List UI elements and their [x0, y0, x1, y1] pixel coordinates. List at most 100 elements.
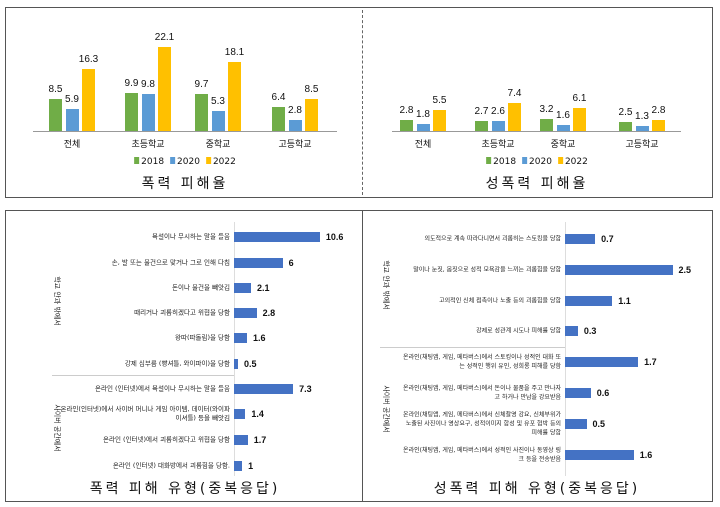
bar-2018: [540, 118, 553, 131]
bar: [565, 326, 578, 336]
bar: [234, 333, 247, 343]
data-label: 1.6: [556, 109, 570, 121]
bar-2022: [573, 107, 586, 131]
data-label: 9.8: [141, 78, 155, 90]
bar: [234, 283, 251, 293]
bar: [234, 409, 246, 419]
data-label: 6: [288, 258, 294, 268]
bar-2020: [491, 121, 505, 131]
bar-2022: [158, 47, 171, 131]
data-label: 2.8: [399, 105, 414, 117]
bar: [565, 265, 673, 275]
chart-title: 폭력 피해율: [141, 176, 229, 192]
data-label: 1.6: [252, 333, 266, 343]
group-divider: [380, 347, 565, 348]
legend-swatch: [134, 157, 140, 164]
x-axis: [33, 131, 337, 132]
legend-item: 2022: [205, 157, 236, 167]
bar-2020: [211, 110, 225, 131]
legend-item: 2018: [486, 157, 516, 167]
legend: 2018 2020 2022: [486, 157, 588, 167]
category-label: 온라인 (인터넷)에서 괴롭히겠다고 위협을 당함: [103, 435, 230, 444]
chart-title: 폭력 피해 유형(중복응답): [89, 481, 281, 497]
data-label: 2.5: [678, 265, 692, 275]
value-axis: [565, 222, 566, 476]
bottom-panel: [5, 210, 713, 502]
category-label: 온라인(채팅앱, 게임, 메타버스)에서 돈이나 물품을 주고 만나자고 하거나…: [403, 385, 561, 401]
bar-2022: [228, 62, 241, 131]
group-label: 사이버 공간에서: [382, 384, 390, 433]
bar-2020: [556, 124, 570, 131]
bar: [234, 384, 294, 394]
bar-2020: [65, 108, 79, 131]
bar-2018: [49, 98, 62, 131]
bar-2022: [652, 120, 665, 131]
chart-title: 성폭력 피해 유형(중복응답): [433, 481, 641, 497]
data-label: 0.3: [583, 326, 597, 336]
category-label: 고등학교: [625, 140, 659, 150]
data-label: 16.3: [78, 54, 99, 66]
bar-2018: [125, 93, 138, 131]
bar: [234, 435, 248, 445]
bar: [234, 359, 239, 369]
legend-label: 2022: [212, 157, 236, 167]
bar-2020: [635, 126, 649, 131]
data-label: 1: [248, 461, 254, 471]
bottom-divider: [362, 210, 363, 502]
bar: [234, 308, 257, 318]
data-label: 5.3: [211, 95, 225, 107]
data-label: 8.5: [304, 83, 319, 95]
legend-item: 2018: [134, 157, 164, 167]
legend-swatch: [557, 157, 563, 164]
data-label: 2.1: [257, 283, 270, 293]
data-label: 2.8: [262, 308, 276, 318]
category-label: 욕설이나 무시하는 말을 들음: [152, 232, 230, 241]
data-label: 22.1: [154, 32, 175, 44]
category-label: 온라인(채팅앱, 게임, 메타버스)에서 신체촬영 강요, 신체부위가 노출된 …: [403, 411, 561, 437]
data-label: 18.1: [224, 47, 245, 59]
data-label: 0.7: [601, 234, 614, 244]
legend-item: 2020: [170, 157, 200, 167]
data-label: 9.9: [124, 78, 139, 90]
group-divider: [52, 375, 234, 376]
category-label: 돈이나 물건을 빼앗김: [172, 283, 230, 292]
bar: [234, 461, 243, 471]
data-label: 2.5: [618, 106, 633, 118]
category-label: 초등학교: [481, 140, 515, 150]
chart-title: 성폭력 피해율: [485, 176, 589, 192]
data-label: 0.5: [244, 359, 257, 369]
category-label: 온라인 (인터넷)에서 욕설이나 무시하는 말을 들음: [94, 384, 230, 393]
legend-label: 2020: [529, 157, 552, 167]
category-label: 때리거나 괴롭히겠다고 위협을 당함: [134, 308, 230, 317]
data-label: 1.6: [639, 450, 653, 460]
category-label: 중학교: [205, 140, 231, 150]
category-label: 왕따(따돌림)을 당함: [175, 333, 230, 342]
category-label: 고의적인 신체 접촉이나 노출 등의 괴롭힘을 당함: [439, 297, 561, 305]
data-label: 1.3: [635, 111, 649, 123]
legend-label: 2022: [564, 157, 588, 167]
data-label: 2.8: [288, 105, 302, 117]
data-label: 7.3: [299, 384, 312, 394]
data-label: 1.8: [416, 109, 430, 121]
category-label: 말이나 눈짓, 몸짓으로 성적 모욕감을 느끼는 괴롭힘을 당함: [413, 266, 561, 274]
category-label: 온라인(인터넷)에서 사이버 머니나 게임 아이템, 데이터(와이파이셔틀) 등…: [60, 405, 230, 422]
x-axis: [392, 131, 681, 132]
category-label: 의도적으로 계속 따라다니면서 괴롭히는 스토킹을 당함: [424, 235, 562, 243]
data-label: 0.5: [592, 419, 606, 429]
category-label: 강제로 성관계 시도나 피해를 당함: [476, 327, 561, 335]
data-label: 1.4: [251, 409, 264, 419]
data-label: 1.1: [618, 296, 631, 306]
data-label: 5.9: [65, 93, 79, 105]
bar-2022: [508, 102, 521, 131]
data-label: 2.6: [491, 106, 505, 118]
bar: [234, 232, 320, 242]
bar-2020: [288, 120, 302, 131]
data-label: 6.1: [572, 92, 587, 104]
bar-2022: [433, 110, 446, 131]
legend: 2018 2020 2022: [134, 157, 236, 167]
legend-item: 2020: [522, 157, 552, 167]
data-label: 2.7: [474, 105, 489, 117]
legend-swatch: [522, 157, 528, 164]
category-label: 초등학교: [131, 140, 165, 150]
legend-label: 2018: [141, 157, 165, 167]
